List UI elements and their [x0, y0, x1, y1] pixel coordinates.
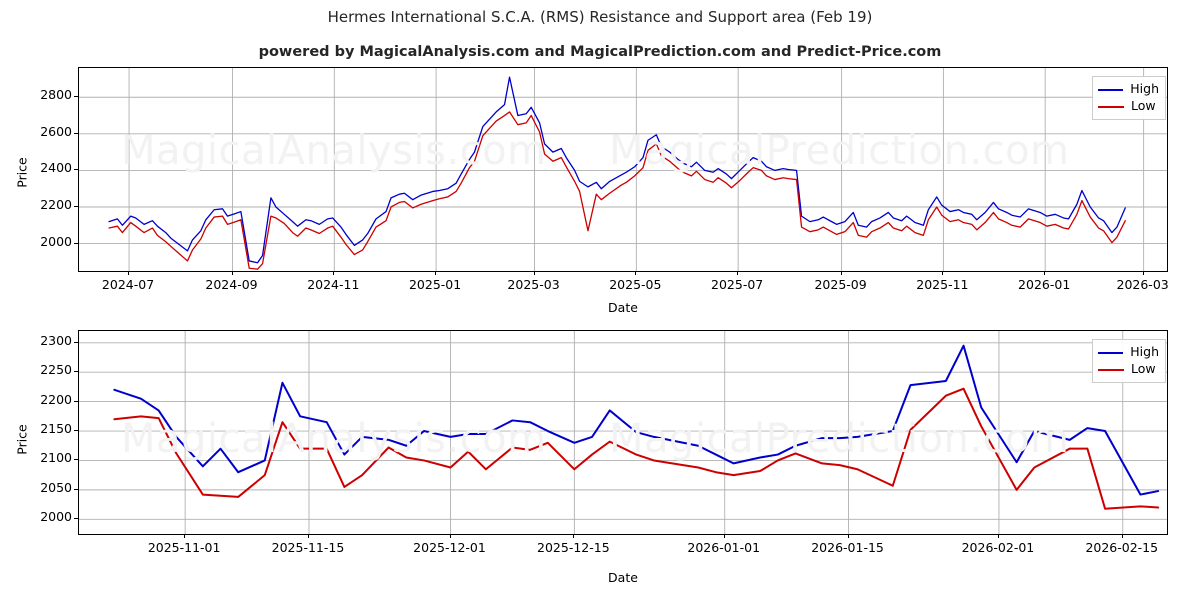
- legend-row-low: Low: [1098, 361, 1159, 378]
- lower-chart-xtick-mark: [847, 534, 849, 538]
- upper-chart-xtick-mark: [635, 271, 637, 275]
- upper-chart-xtick: 2025-11: [916, 277, 969, 292]
- lower-chart-xtick: 2025-12-15: [537, 540, 610, 555]
- upper-chart-xtick: 2025-05: [609, 277, 662, 292]
- lower-chart-plot-area[interactable]: MagicalAnalysis.com MagicalPrediction.co…: [78, 330, 1168, 535]
- upper-chart-ytick: 2400: [40, 160, 72, 176]
- upper-chart-xtick: 2026-01: [1018, 277, 1071, 292]
- upper-chart-canvas: [79, 68, 1167, 271]
- upper-chart-xtick: 2024-09: [205, 277, 258, 292]
- lower-chart-xtick: 2026-01-01: [687, 540, 761, 555]
- upper-chart-legend: High Low: [1092, 76, 1166, 120]
- upper-chart-xtick-mark: [942, 271, 944, 275]
- lower-chart-xtick-mark: [573, 534, 575, 538]
- upper-chart-xtick-mark: [840, 271, 842, 275]
- lower-chart-ytick-mark: [74, 518, 78, 520]
- lower-chart-xtick-mark: [1121, 534, 1123, 538]
- upper-chart-xlabel: Date: [608, 300, 638, 315]
- lower-chart-ytick-mark: [74, 371, 78, 373]
- lower-chart-ytick: 2000: [40, 509, 72, 525]
- upper-chart-xtick: 2025-01: [408, 277, 462, 292]
- page-title: Hermes International S.C.A. (RMS) Resist…: [327, 8, 873, 26]
- lower-chart-ytick-mark: [74, 488, 78, 490]
- lower-chart-xtick: 2025-11-15: [271, 540, 345, 555]
- lower-chart-xtick: 2026-01-15: [811, 540, 884, 555]
- legend-swatch-high: [1098, 351, 1124, 354]
- upper-chart-ytick-mark: [74, 205, 78, 207]
- lower-chart-ytick: 2200: [40, 391, 72, 407]
- lower-chart-ytick-mark: [74, 341, 78, 343]
- upper-chart-ytick: 2800: [40, 87, 72, 103]
- upper-chart-ytick-mark: [74, 132, 78, 134]
- upper-chart-xtick: 2026-03: [1116, 277, 1169, 292]
- page-subtitle: powered by MagicalAnalysis.com and Magic…: [258, 44, 942, 60]
- upper-chart-ytick: 2600: [40, 123, 72, 139]
- lower-chart-ytick: 2250: [40, 362, 72, 378]
- upper-chart-ytick: 2200: [40, 196, 72, 212]
- legend-swatch-high: [1098, 88, 1124, 91]
- lower-chart-xtick-mark: [184, 534, 186, 538]
- legend-label-high: High: [1130, 81, 1159, 97]
- legend-label-low: Low: [1131, 98, 1156, 114]
- upper-chart-ytick: 2000: [40, 233, 72, 249]
- upper-chart-xtick-mark: [231, 271, 233, 275]
- upper-chart-xtick: 2025-09: [814, 277, 867, 292]
- upper-chart-xtick-mark: [1044, 271, 1046, 275]
- lower-chart-xtick: 2026-02-01: [961, 540, 1035, 555]
- lower-chart-xtick-mark: [449, 534, 451, 538]
- lower-chart-ytick: 2150: [40, 421, 72, 437]
- lower-chart-xlabel: Date: [608, 570, 638, 585]
- legend-swatch-low: [1098, 368, 1124, 371]
- lower-chart-ytick-mark: [74, 400, 78, 402]
- lower-chart-ytick: 2300: [40, 332, 72, 348]
- upper-chart-xtick: 2025-07: [711, 277, 764, 292]
- lower-chart-xtick: 2025-11-01: [147, 540, 221, 555]
- upper-chart-ytick-mark: [74, 169, 78, 171]
- lower-chart-xtick-mark: [997, 534, 999, 538]
- lower-chart-xtick: 2025-12-01: [413, 540, 486, 555]
- lower-chart-xtick-mark: [307, 534, 309, 538]
- legend-label-high: High: [1130, 344, 1159, 360]
- upper-chart-xtick: 2024-07: [101, 277, 155, 292]
- lower-chart-xtick-mark: [723, 534, 725, 538]
- legend-row-low: Low: [1098, 98, 1159, 115]
- lower-chart-ytick-mark: [74, 459, 78, 461]
- lower-chart-ytick: 2050: [40, 479, 72, 495]
- lower-chart-ytick-mark: [74, 430, 78, 432]
- lower-chart-xtick: 2026-02-15: [1085, 540, 1159, 555]
- upper-chart-xtick-mark: [533, 271, 535, 275]
- upper-chart-xtick: 2024-11: [307, 277, 360, 292]
- upper-chart-xtick-mark: [435, 271, 437, 275]
- lower-chart-canvas: [79, 331, 1167, 534]
- upper-chart-xtick-mark: [128, 271, 130, 275]
- legend-row-high: High: [1098, 344, 1159, 361]
- upper-chart-xtick-mark: [737, 271, 739, 275]
- upper-chart-xtick-mark: [1142, 271, 1144, 275]
- legend-swatch-low: [1098, 105, 1124, 108]
- upper-chart-xtick: 2025-03: [507, 277, 560, 292]
- lower-chart-legend: High Low: [1092, 339, 1166, 383]
- upper-chart-plot-area[interactable]: MagicalAnalysis.com MagicalPrediction.co…: [78, 67, 1168, 272]
- lower-chart-ytick: 2100: [40, 450, 72, 466]
- upper-chart-ytick-mark: [74, 242, 78, 244]
- legend-label-low: Low: [1131, 361, 1156, 377]
- upper-chart-xtick-mark: [333, 271, 335, 275]
- upper-chart-ytick-mark: [74, 96, 78, 98]
- legend-row-high: High: [1098, 81, 1159, 98]
